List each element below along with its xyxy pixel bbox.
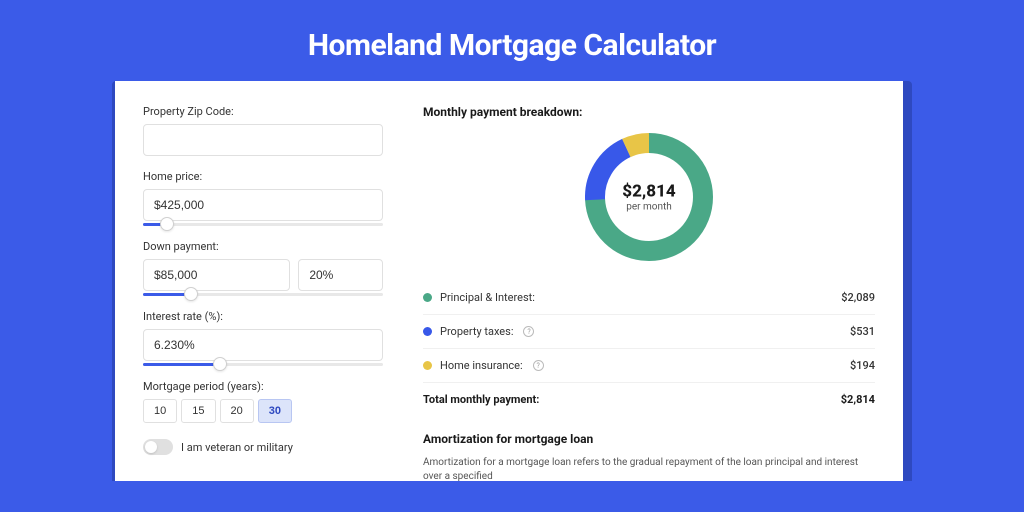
legend-dot xyxy=(423,327,432,336)
period-field: Mortgage period (years): 10152030 xyxy=(143,380,383,423)
price-input[interactable] xyxy=(143,189,383,221)
zip-input[interactable] xyxy=(143,124,383,156)
price-slider-thumb[interactable] xyxy=(160,217,174,231)
down-field: Down payment: xyxy=(143,240,383,296)
rate-field: Interest rate (%): xyxy=(143,310,383,366)
veteran-toggle[interactable] xyxy=(143,439,173,455)
total-value: $2,814 xyxy=(841,393,875,406)
zip-field: Property Zip Code: xyxy=(143,105,383,156)
legend-value: $2,089 xyxy=(841,291,875,304)
legend-label: Property taxes: xyxy=(440,325,513,338)
period-button-10[interactable]: 10 xyxy=(143,399,177,423)
legend-value: $194 xyxy=(850,359,875,372)
down-pct-input[interactable] xyxy=(298,259,383,291)
period-button-20[interactable]: 20 xyxy=(220,399,254,423)
card-shadow: Property Zip Code: Home price: Down paym… xyxy=(112,81,912,481)
amortization-title: Amortization for mortgage loan xyxy=(423,432,875,446)
total-row: Total monthly payment: $2,814 xyxy=(423,383,875,416)
info-icon[interactable]: ? xyxy=(523,326,534,337)
veteran-row: I am veteran or military xyxy=(143,439,383,455)
legend: Principal & Interest: $2,089 Property taxe… xyxy=(423,281,875,383)
veteran-toggle-knob xyxy=(145,441,157,453)
legend-label: Principal & Interest: xyxy=(440,291,535,304)
legend-value: $531 xyxy=(850,325,875,338)
legend-row: Home insurance:? $194 xyxy=(423,349,875,383)
price-slider[interactable] xyxy=(143,223,383,226)
info-icon[interactable]: ? xyxy=(533,360,544,371)
period-button-15[interactable]: 15 xyxy=(181,399,215,423)
legend-dot xyxy=(423,361,432,370)
down-label: Down payment: xyxy=(143,240,383,253)
legend-dot xyxy=(423,293,432,302)
zip-label: Property Zip Code: xyxy=(143,105,383,118)
price-field: Home price: xyxy=(143,170,383,226)
rate-slider-thumb[interactable] xyxy=(213,357,227,371)
period-button-30[interactable]: 30 xyxy=(258,399,292,423)
rate-input[interactable] xyxy=(143,329,383,361)
legend-row: Principal & Interest: $2,089 xyxy=(423,281,875,315)
period-group: 10152030 xyxy=(143,399,383,423)
page-title: Homeland Mortgage Calculator xyxy=(0,0,1024,81)
calculator-card: Property Zip Code: Home price: Down paym… xyxy=(115,81,903,481)
veteran-label: I am veteran or military xyxy=(181,441,293,454)
legend-label: Home insurance: xyxy=(440,359,523,372)
down-slider-thumb[interactable] xyxy=(184,287,198,301)
total-label: Total monthly payment: xyxy=(423,393,539,406)
rate-slider[interactable] xyxy=(143,363,383,366)
down-slider[interactable] xyxy=(143,293,383,296)
donut-chart: $2,814 per month xyxy=(585,133,713,261)
period-label: Mortgage period (years): xyxy=(143,380,383,393)
amortization-text: Amortization for a mortgage loan refers … xyxy=(423,456,875,481)
price-label: Home price: xyxy=(143,170,383,183)
breakdown-title: Monthly payment breakdown: xyxy=(423,105,875,119)
donut-sub: per month xyxy=(622,202,675,213)
breakdown-column: Monthly payment breakdown: $2,814 per mo… xyxy=(423,105,875,481)
donut-center: $2,814 per month xyxy=(622,182,675,213)
form-column: Property Zip Code: Home price: Down paym… xyxy=(143,105,383,481)
donut-amount: $2,814 xyxy=(622,182,675,202)
donut-chart-wrap: $2,814 per month xyxy=(423,133,875,261)
legend-row: Property taxes:? $531 xyxy=(423,315,875,349)
rate-label: Interest rate (%): xyxy=(143,310,383,323)
down-amount-input[interactable] xyxy=(143,259,290,291)
